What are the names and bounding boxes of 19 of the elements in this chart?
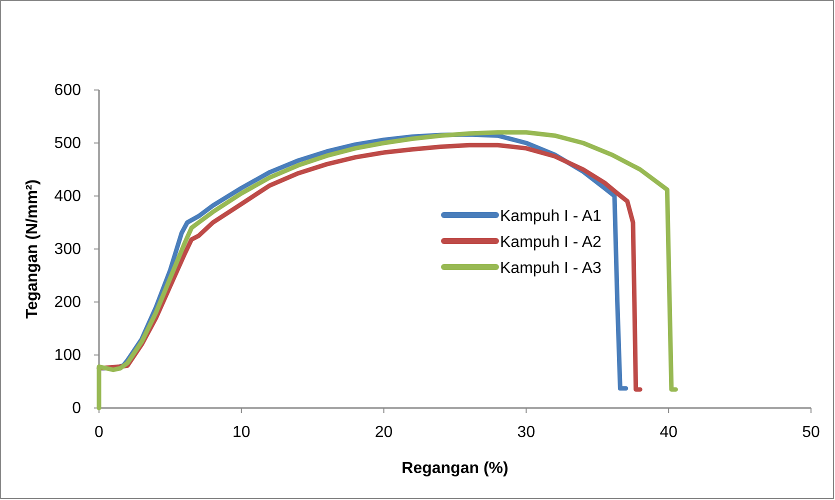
x-tick-label: 50: [802, 424, 820, 441]
legend-label: Kampuh I - A2: [500, 234, 602, 251]
x-tick-label: 30: [517, 424, 536, 441]
y-tick-label: 200: [54, 294, 82, 311]
x-tick-label: 40: [660, 424, 678, 441]
legend-label: Kampuh I - A1: [500, 208, 602, 225]
x-tick-label: 0: [94, 424, 104, 441]
y-tick-label: 500: [54, 135, 82, 152]
y-tick-label: 0: [72, 400, 82, 417]
y-tick-label: 100: [54, 347, 82, 364]
y-tick-label: 600: [54, 82, 82, 99]
x-axis-title: Regangan (%): [402, 460, 508, 477]
y-tick-label: 400: [54, 188, 82, 205]
line-series: [96, 130, 678, 410]
legend-label: Kampuh I - A3: [500, 260, 602, 277]
y-axis-title: Tegangan (N/mm²): [24, 179, 41, 319]
y-tick-label: 300: [54, 241, 82, 258]
x-tick-label: 10: [232, 424, 250, 441]
x-tick-label: 20: [374, 424, 393, 441]
